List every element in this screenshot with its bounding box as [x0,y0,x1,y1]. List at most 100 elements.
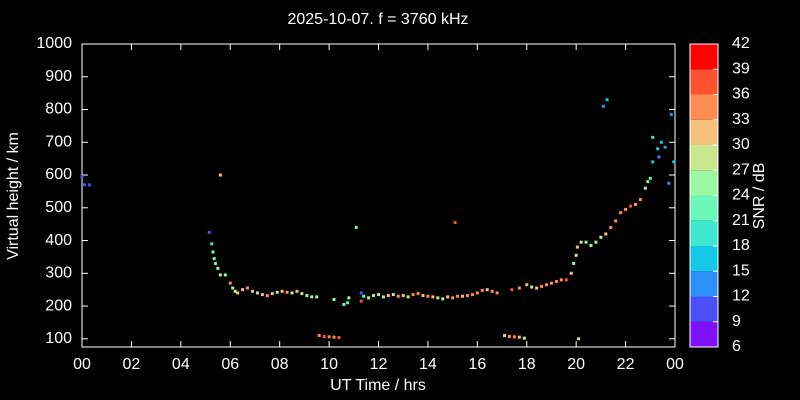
x-tick-label: 16 [468,356,486,373]
point [359,299,363,303]
point [416,292,420,296]
point [604,232,608,236]
colorbar-tick-label: 21 [732,212,750,229]
colorbar-tick-label: 15 [732,262,750,279]
point [280,289,284,293]
point [545,283,549,287]
point [456,294,460,298]
point [495,291,499,295]
point [406,295,410,299]
point [453,221,457,225]
colorbar-band [690,119,718,145]
colorbar-band [690,170,718,196]
point [577,337,581,341]
point [659,140,663,144]
point [638,198,642,202]
point [517,286,521,290]
chart-title: 2025-10-07. f = 3760 kHz [287,11,468,28]
point [651,160,655,164]
point [605,98,609,102]
colorbar-band [690,246,718,272]
point [246,286,250,290]
point [346,301,350,305]
point [218,173,222,177]
point [332,335,336,339]
colorbar-band [690,220,718,246]
point [212,257,216,261]
point [436,296,440,300]
point [347,296,351,300]
point [589,243,593,247]
point [643,186,647,190]
point [619,211,623,215]
colorbar-band [690,69,718,95]
point [315,295,319,299]
point [270,292,274,296]
point [525,283,529,287]
point [667,181,671,185]
point [275,290,279,294]
x-tick-label: 18 [518,356,536,373]
colorbar-title: SNR / dB [751,163,768,230]
colorbar-tick-label: 27 [732,161,750,178]
point [211,250,215,254]
point [575,245,579,249]
point [475,291,479,295]
point [210,242,214,246]
point [663,145,667,149]
point [80,175,84,179]
colorbar-tick-label: 12 [732,288,750,305]
point [372,294,376,298]
point [490,289,494,293]
colorbar-band [690,145,718,171]
point [510,288,514,292]
point [207,230,211,234]
point [381,295,385,299]
colorbar-tick-label: 33 [732,111,750,128]
y-tick-label: 400 [45,232,72,249]
point [337,336,341,340]
point [216,266,220,270]
point [342,302,346,306]
point [231,286,235,290]
y-tick-label: 700 [45,133,72,150]
point [480,288,484,292]
point [512,335,516,339]
y-tick-label: 1000 [36,35,72,52]
point [228,281,232,285]
y-tick-label: 300 [45,265,72,282]
point [295,289,299,293]
point [530,285,534,289]
point [441,297,445,301]
point [507,335,511,339]
point [646,180,650,184]
point [396,294,400,298]
point [421,294,425,298]
point [377,293,380,297]
x-tick-label: 20 [567,356,585,373]
point [470,293,474,297]
point [669,112,673,116]
point [624,207,628,211]
point [250,289,254,293]
point [535,286,539,290]
point [265,294,269,298]
point [367,296,371,300]
point [648,176,652,180]
point [255,291,259,295]
colorbar-band [690,296,718,322]
point [574,253,578,257]
y-tick-label: 200 [45,297,72,314]
x-tick-label: 00 [73,356,91,373]
x-tick-label: 02 [123,356,141,373]
point [82,183,86,187]
point [233,289,237,293]
x-tick-label: 04 [172,356,190,373]
point [426,294,430,298]
point [672,160,676,164]
point [327,335,331,339]
point [651,135,655,139]
colorbar-tick-label: 6 [732,338,741,355]
y-axis-label: Virtual height / km [5,132,22,260]
colorbar-band [690,321,718,347]
